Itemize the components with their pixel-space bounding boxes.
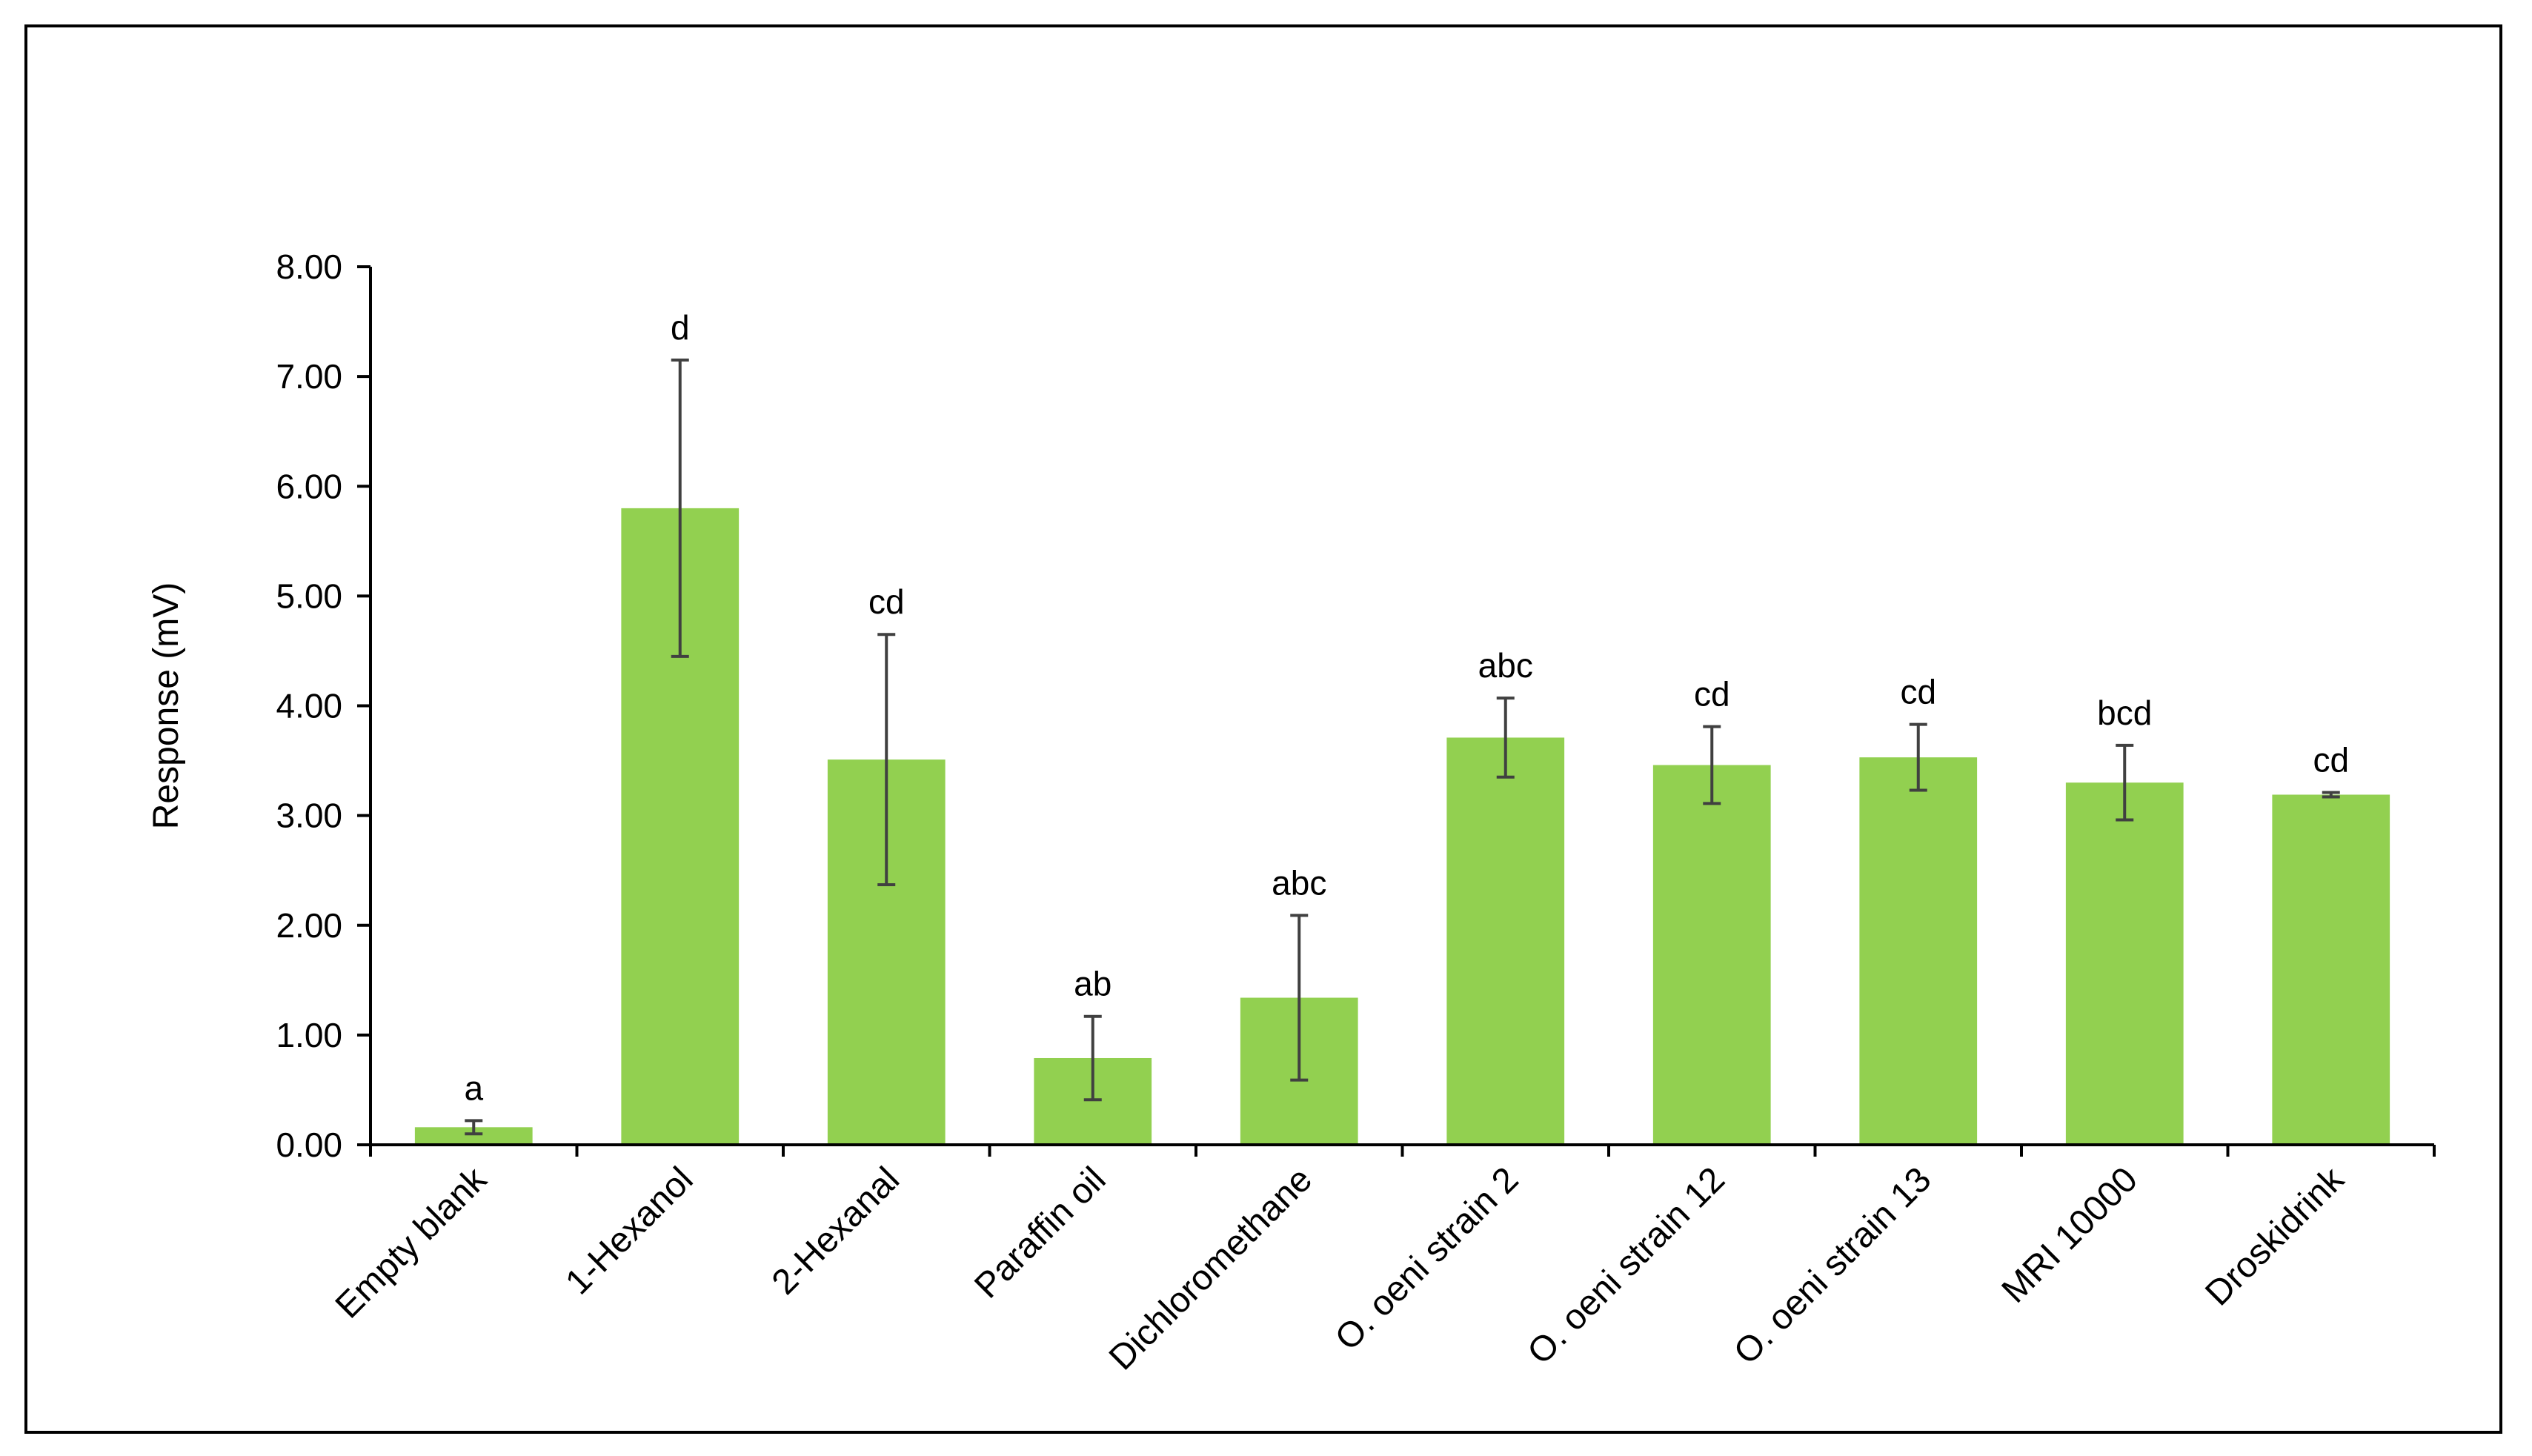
bar xyxy=(1859,757,1978,1145)
x-axis-ticks xyxy=(575,1145,2436,1157)
y-tick-label: 1.00 xyxy=(276,1016,342,1054)
y-axis-title: Response (mV) xyxy=(147,582,186,829)
y-tick-label: 8.00 xyxy=(276,247,342,286)
y-tick-label: 0.00 xyxy=(276,1126,342,1164)
y-axis-ticks: 0.00 1.00 2.00 3.00 4.00 5.00 6.00 7.00 8.00 xyxy=(276,247,371,1164)
y-tick-label: 3.00 xyxy=(276,797,342,835)
y-tick-label: 4.00 xyxy=(276,687,342,725)
significance-letter: d xyxy=(671,308,690,347)
significance-letter: abc xyxy=(1478,646,1533,685)
error-bars-group xyxy=(465,358,2340,1136)
bar xyxy=(414,1127,533,1145)
significance-letter: a xyxy=(464,1068,483,1107)
chart-frame xyxy=(24,24,2502,1434)
significance-letter: cd xyxy=(1900,673,1936,711)
significance-letter: abc xyxy=(1272,863,1326,902)
y-tick-label: 7.00 xyxy=(276,357,342,396)
bars-group xyxy=(414,508,2390,1145)
significance-letter: cd xyxy=(868,582,905,621)
significance-letter: cd xyxy=(1694,675,1730,714)
bar xyxy=(2272,794,2390,1145)
significance-letter: cd xyxy=(2313,741,2349,779)
significance-letter: ab xyxy=(1074,965,1112,1003)
significance-letter: bcd xyxy=(2097,694,2152,732)
y-tick-label: 5.00 xyxy=(276,576,342,615)
bar xyxy=(1446,737,1565,1145)
y-tick-label: 6.00 xyxy=(276,467,342,505)
bar xyxy=(2065,782,2184,1145)
bar xyxy=(1652,765,1771,1145)
significance-labels-group: a d cd ab abc abc cd cd bcd cd xyxy=(464,308,2349,1108)
y-tick-label: 2.00 xyxy=(276,906,342,945)
